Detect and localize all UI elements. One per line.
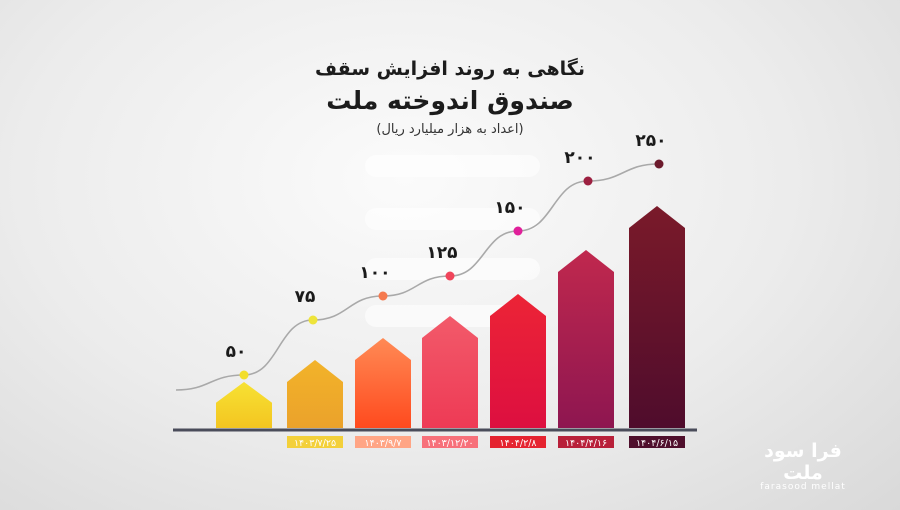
bar [216,382,272,428]
date-label: ۱۴۰۳/۱۲/۲۰ [426,438,473,449]
trend-dot [378,291,388,301]
trend-dot [583,176,593,186]
logo-text-en: farasood mellat [760,482,846,492]
chart-title-line2: صندوق اندوخته ملت [326,86,574,115]
bar [558,250,614,428]
bar [629,206,685,428]
date-label: ۱۴۰۳/۷/۲۵ [294,438,336,449]
date-label: ۱۴۰۴/۴/۱۶ [565,438,607,449]
trend-dot [239,370,249,380]
chart-subtitle: (اعداد به هزار میلیارد ریال) [376,122,524,137]
bar [355,338,411,428]
trend-dot [654,159,664,169]
value-label: ۲۰۰ [564,148,595,168]
brand-logo: فرا سود ملت farasood mellat [748,440,858,492]
date-label-bg [355,436,411,448]
value-label: ۲۵۰ [635,131,666,151]
date-label-bg [629,436,685,448]
trend-dot [308,315,318,325]
date-label: ۱۴۰۴/۶/۱۵ [636,438,678,449]
trend-line [175,163,660,391]
value-label: ۵۰ [226,342,247,362]
trend-dot [513,226,523,236]
date-label-bg [558,436,614,448]
date-label: ۱۴۰۴/۲/۸ [499,438,536,449]
trend-dot [445,271,455,281]
date-label-bg [422,436,478,448]
value-label: ۱۲۵ [426,243,457,263]
bar [287,360,343,428]
date-label-bg [490,436,546,448]
value-label: ۷۵ [295,287,316,307]
bar [422,316,478,428]
date-label-bg [287,436,343,448]
date-label: ۱۴۰۳/۹/۷ [364,438,401,449]
value-label: ۱۰۰ [359,263,390,283]
logo-text-fa: فرا سود ملت [764,440,842,484]
value-label: ۱۵۰ [494,198,525,218]
bar [490,294,546,428]
chart-title-line1: نگاهی به روند افزایش سقف [315,58,585,80]
